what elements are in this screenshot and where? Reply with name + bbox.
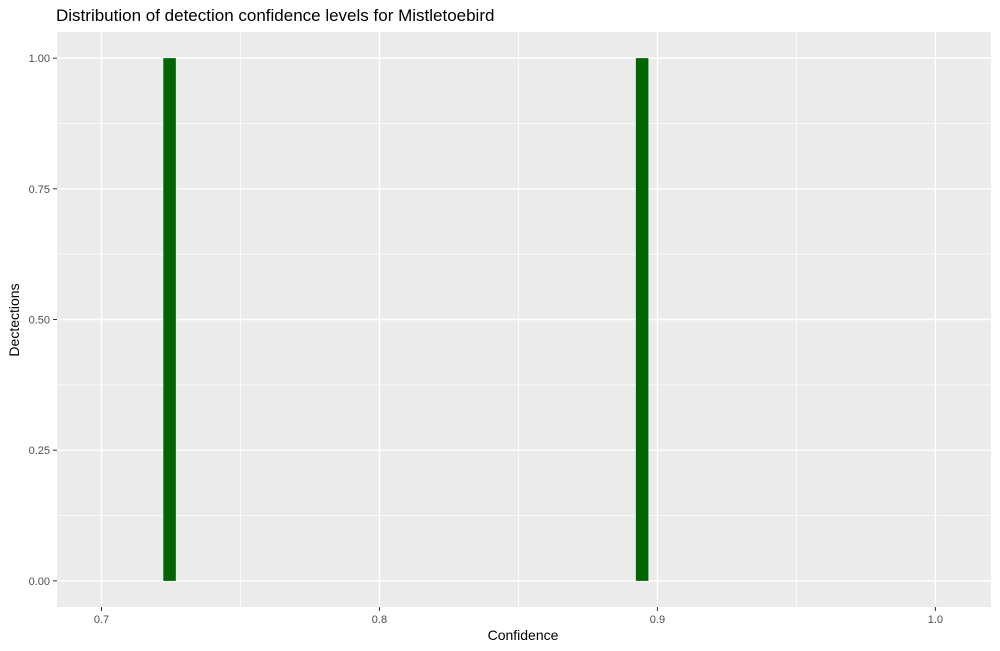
y-axis: 0.00 0.25 0.50 0.75 1.00: [29, 53, 57, 588]
bars: [163, 58, 649, 581]
y-axis-title: Dectections: [6, 283, 22, 356]
y-tick-label: 0.75: [29, 184, 50, 196]
y-tick-label: 0.00: [29, 576, 50, 588]
y-tick-label: 0.50: [29, 315, 50, 327]
chart-title: Distribution of detection confidence lev…: [56, 6, 494, 25]
x-tick-label: 0.7: [94, 614, 109, 626]
y-tick-label: 0.25: [29, 445, 50, 457]
major-gridlines: [57, 32, 991, 607]
x-tick-label: 1.0: [928, 614, 943, 626]
x-axis: 0.7 0.8 0.9 1.0: [94, 607, 943, 626]
histogram-bar: [163, 58, 176, 581]
x-axis-title: Confidence: [488, 627, 559, 643]
histogram-bar: [635, 58, 649, 581]
x-tick-label: 0.8: [372, 614, 387, 626]
y-tick-label: 1.00: [29, 53, 50, 65]
x-tick-label: 0.9: [650, 614, 665, 626]
